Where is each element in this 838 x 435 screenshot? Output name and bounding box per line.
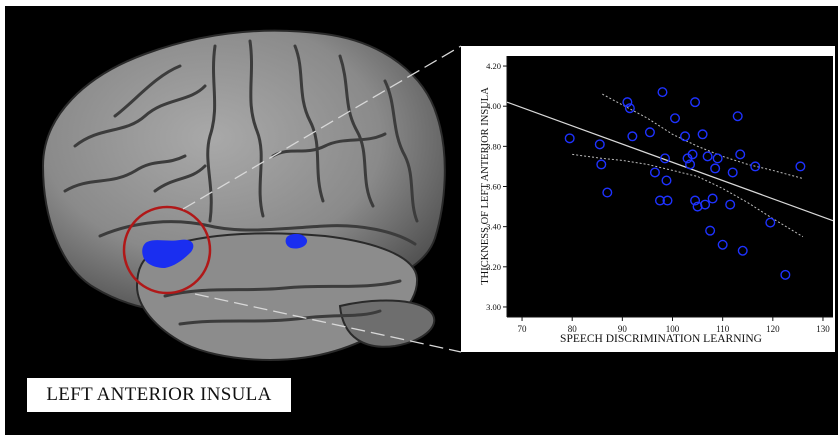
data-point (795, 161, 806, 172)
data-point (685, 159, 696, 170)
data-point (680, 131, 691, 142)
data-point (765, 217, 776, 228)
data-point (707, 193, 718, 204)
x-axis-label: SPEECH DISCRIMINATION LEARNING (560, 333, 762, 345)
data-point (659, 153, 670, 164)
y-tick-label: 4.20 (486, 61, 501, 71)
data-point (657, 87, 668, 98)
data-point (564, 133, 575, 144)
data-point (710, 163, 721, 174)
x-tick-label: 100 (666, 324, 680, 334)
data-points (564, 87, 806, 280)
data-point (662, 195, 673, 206)
data-point (627, 131, 638, 142)
data-point (705, 225, 716, 236)
x-tick-label: 120 (766, 324, 780, 334)
data-point (644, 127, 655, 138)
plot-area (507, 56, 833, 317)
data-point (622, 97, 633, 108)
data-point (690, 195, 701, 206)
y-tick-label: 4.00 (486, 101, 501, 111)
x-tick-label: 80 (568, 324, 578, 334)
data-point (732, 111, 743, 122)
secondary-highlight (285, 233, 308, 249)
x-tick-label: 90 (618, 324, 628, 334)
y-tick-label: 3.20 (486, 262, 501, 272)
data-point (624, 103, 635, 114)
x-tick-label: 70 (518, 324, 528, 334)
scatter-plot: 70 80 90 100 110 120 130 3.00 3.20 3.40 3.60 3.80 4.… (480, 56, 834, 345)
regression-line (506, 101, 834, 222)
tick-labels: 70 80 90 100 110 120 130 3.00 3.20 3.40 3.60 3.80 4.… (486, 61, 830, 334)
data-point (649, 167, 660, 178)
y-tick-label: 3.40 (486, 222, 501, 232)
insula-highlight (142, 239, 194, 268)
data-point (702, 151, 713, 162)
axes (506, 56, 833, 318)
scatter-panel: 70 80 90 100 110 120 130 3.00 3.20 3.40 3.60 3.80 4.… (461, 46, 835, 352)
data-point (594, 139, 605, 150)
y-tick-label: 3.60 (486, 182, 501, 192)
y-tick-label: 3.00 (486, 302, 501, 312)
x-tick-label: 110 (716, 324, 730, 334)
confidence-bands (572, 93, 804, 238)
ci-upper-line (602, 93, 804, 179)
data-point (727, 167, 738, 178)
data-point (690, 97, 701, 108)
data-point (737, 245, 748, 256)
region-label: LEFT ANTERIOR INSULA (27, 378, 291, 412)
data-point (697, 129, 708, 140)
data-point (700, 199, 711, 210)
y-axis-label: THICKNESS OF LEFT ANTERIOR INSULA (480, 87, 491, 285)
data-point (654, 195, 665, 206)
data-point (735, 149, 746, 160)
data-point (712, 153, 723, 164)
data-point (750, 161, 761, 172)
insula-circle (122, 205, 212, 295)
data-point (670, 113, 681, 124)
fit-line (506, 101, 834, 222)
data-point (717, 239, 728, 250)
data-point (687, 149, 698, 160)
x-tick-label: 130 (816, 324, 830, 334)
data-point (725, 199, 736, 210)
data-point (596, 159, 607, 170)
y-tick-label: 3.80 (486, 141, 501, 151)
data-point (602, 187, 613, 198)
ci-lower-line (572, 153, 804, 238)
data-point (661, 175, 672, 186)
data-point (780, 269, 791, 280)
